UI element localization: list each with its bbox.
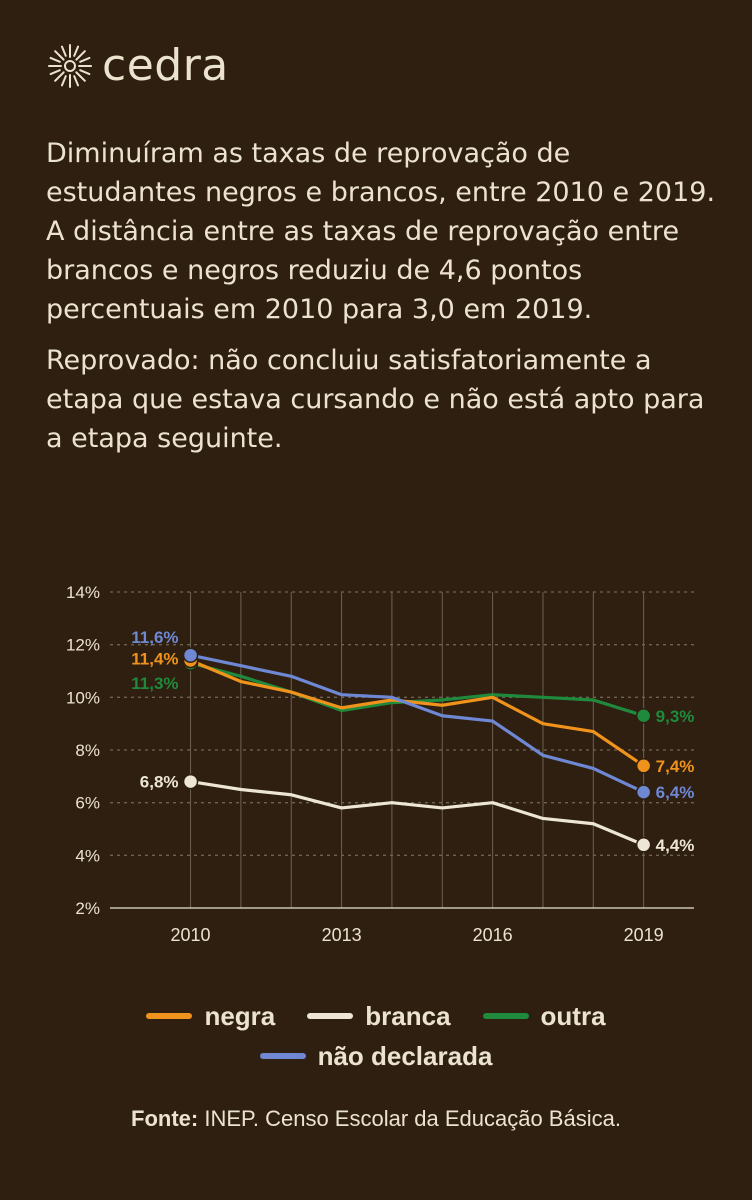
sun-ray <box>54 50 65 61</box>
source-text: INEP. Censo Escolar da Educação Básica. <box>198 1106 621 1131</box>
start-label-não-declarada: 11,6% <box>131 628 178 647</box>
legend-label: branca <box>365 1000 451 1031</box>
y-tick-label: 12% <box>66 636 100 655</box>
end-point-branca <box>635 837 652 853</box>
start-label-outra: 11,3% <box>131 674 178 693</box>
legend-swatch <box>307 1013 354 1019</box>
chart-legend: negra branca outra não declarada <box>0 996 752 1076</box>
sun-ray <box>54 71 65 82</box>
x-tick-label: 2016 <box>473 925 513 945</box>
series-line-negra <box>188 658 646 768</box>
sun-ray <box>49 69 61 76</box>
legend-label: não declarada <box>317 1040 493 1071</box>
sun-ray <box>75 71 86 82</box>
legend-item-outra: outra <box>482 1000 606 1032</box>
intro-text: Diminuíram as taxas de reprovação de est… <box>46 134 716 458</box>
legend-swatch <box>259 1053 306 1059</box>
series-line-branca <box>188 780 646 847</box>
sun-burst-icon <box>48 44 92 88</box>
start-point-branca <box>182 773 199 790</box>
legend-row-2: não declarada <box>0 1036 752 1076</box>
sun-ray <box>79 56 91 63</box>
brand-logo: cedra <box>46 42 229 90</box>
sun-ray <box>49 56 61 63</box>
sun-ray <box>73 75 80 87</box>
end-label-branca: 4,4% <box>656 836 695 855</box>
legend-swatch <box>146 1013 193 1019</box>
legend-row-1: negra branca outra <box>0 996 752 1036</box>
end-label-negra: 7,4% <box>656 757 695 776</box>
intro-paragraph-1: Diminuíram as taxas de reprovação de est… <box>46 138 716 325</box>
intro-paragraph-2: Reprovado: não concluiu satisfatoriament… <box>46 345 705 454</box>
y-tick-label: 14% <box>66 583 100 602</box>
brand-name: cedra <box>102 40 229 91</box>
source-label: Fonte: <box>131 1106 199 1131</box>
x-tick-label: 2010 <box>171 925 211 945</box>
sun-ray <box>75 50 86 61</box>
end-point-negra <box>635 758 652 774</box>
source-note: Fonte: INEP. Censo Escolar da Educação B… <box>0 1106 752 1132</box>
sun-ray <box>79 69 91 76</box>
line-chart: 2% 4% 6% 8% 10% 12% 14% 2010 2013 2016 2019 11,4% 6,… <box>66 583 695 945</box>
sun-ray <box>60 75 67 87</box>
series-line-não-declarada <box>188 653 646 794</box>
y-tick-label: 10% <box>66 688 100 707</box>
legend-label: negra <box>204 1000 276 1031</box>
end-label-não-declarada: 6,4% <box>656 783 695 802</box>
legend-item-branca: branca <box>307 1000 451 1032</box>
end-label-outra: 9,3% <box>656 707 695 726</box>
sun-center <box>64 60 76 72</box>
x-tick-label: 2013 <box>322 925 362 945</box>
y-tick-label: 6% <box>75 794 100 813</box>
x-tick-label: 2019 <box>624 925 664 945</box>
end-point-outra <box>635 708 652 724</box>
y-tick-label: 2% <box>75 899 100 918</box>
legend-label: outra <box>540 1000 606 1031</box>
y-tick-label: 8% <box>75 741 100 760</box>
end-point-não-declarada <box>635 784 652 800</box>
sun-ray <box>73 45 80 57</box>
start-point-não-declarada <box>182 647 199 663</box>
y-tick-label: 4% <box>75 846 100 865</box>
sun-ray <box>60 45 67 57</box>
start-label-branca: 6,8% <box>140 773 179 792</box>
start-label-negra: 11,4% <box>131 649 178 668</box>
legend-item-negra: negra <box>146 1001 275 1032</box>
legend-swatch <box>482 1013 529 1019</box>
legend-item-não-declarada: não declarada <box>259 1040 493 1072</box>
